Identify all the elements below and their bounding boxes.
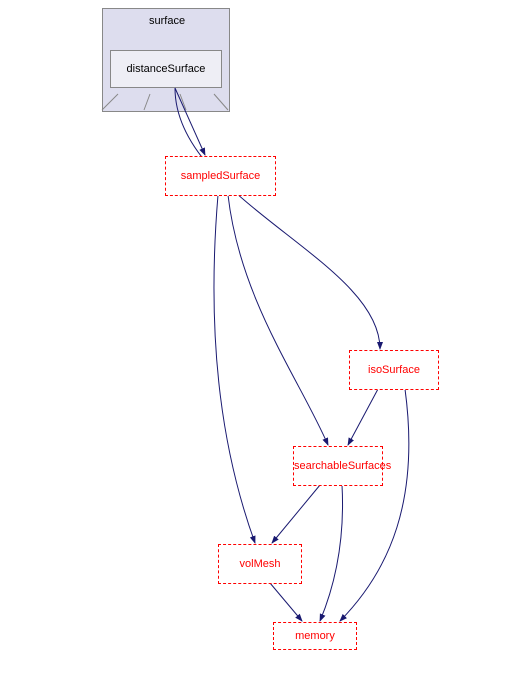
node-sampledSurface[interactable]: sampledSurface xyxy=(165,156,276,196)
node-label-searchableSurfaces: searchableSurfaces xyxy=(294,460,382,472)
node-volMesh[interactable]: volMesh xyxy=(218,544,302,584)
node-label-memory: memory xyxy=(274,630,356,642)
node-label-sampledSurface: sampledSurface xyxy=(166,170,275,182)
node-label-volMesh: volMesh xyxy=(219,558,301,570)
node-isoSurface[interactable]: isoSurface xyxy=(349,350,439,390)
folder-outer-label[interactable]: surface xyxy=(149,15,185,27)
node-label-isoSurface: isoSurface xyxy=(350,364,438,376)
node-memory[interactable]: memory xyxy=(273,622,357,650)
folder-inner-label: distanceSurface xyxy=(111,63,221,75)
node-searchableSurfaces[interactable]: searchableSurfaces xyxy=(293,446,383,486)
folder-inner[interactable]: distanceSurface xyxy=(110,50,222,88)
